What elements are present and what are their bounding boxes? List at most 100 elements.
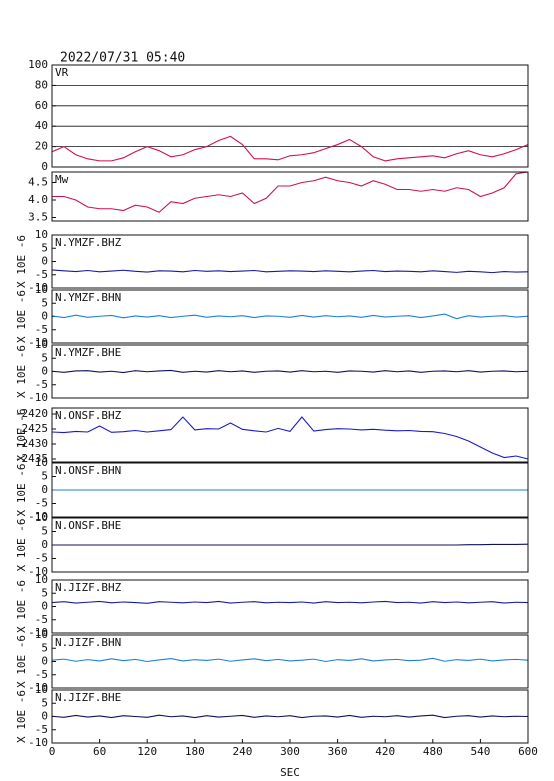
y-tick-label: -5 <box>35 613 48 626</box>
x-tick-label: 360 <box>328 745 348 758</box>
x-axis-label: SEC <box>280 766 300 779</box>
y-tick-label: 10 <box>35 573 48 586</box>
x-tick-label: 480 <box>423 745 443 758</box>
x-tick-label: 180 <box>185 745 205 758</box>
panel-label: N.YMZF.BHN <box>55 291 121 304</box>
y-tick-label: -2420 <box>15 407 48 420</box>
panel-label: N.JIZF.BHE <box>55 691 121 704</box>
y-tick-label: 3.5 <box>28 211 48 224</box>
y-tick-label: 10 <box>35 511 48 524</box>
y-tick-label: 0 <box>41 310 48 323</box>
y-tick-label: -2425 <box>15 422 48 435</box>
y-tick-label: 5 <box>41 641 48 654</box>
panel-label: N.YMZF.BHE <box>55 346 121 359</box>
y-axis-label: X 10E -6 <box>15 409 28 462</box>
y-tick-label: -10 <box>28 736 48 749</box>
panel-frame <box>51 634 529 689</box>
panel-frame <box>51 407 529 463</box>
y-tick-label: 4.0 <box>28 193 48 206</box>
y-tick-label: 80 <box>35 78 48 91</box>
y-tick-label: 5 <box>41 296 48 309</box>
y-axis-label: X 10E -6 <box>15 345 28 398</box>
y-tick-label: -10 <box>28 681 48 694</box>
panel-label: N.ONSF.BHN <box>55 464 121 477</box>
trace <box>51 416 529 460</box>
y-tick-label: -2435 <box>15 452 48 465</box>
y-tick-label: -5 <box>35 497 48 510</box>
y-tick-label: 5 <box>41 586 48 599</box>
panel-label: VR <box>55 66 69 79</box>
panel-label: N.ONSF.BHZ <box>55 409 122 422</box>
y-tick-label: 0 <box>41 160 48 173</box>
y-axis-label: X 10E -6 <box>15 690 28 743</box>
y-tick-label: 5 <box>41 241 48 254</box>
panel-label: N.JIZF.BHZ <box>55 581 122 594</box>
panel-frame <box>51 462 529 518</box>
x-tick-label: 300 <box>280 745 300 758</box>
panel-frame <box>51 64 529 168</box>
y-axis-label: X 10E -6 <box>15 635 28 688</box>
y-tick-label: -10 <box>28 510 48 523</box>
y-tick-label: 10 <box>35 338 48 351</box>
y-tick-label: -5 <box>35 268 48 281</box>
y-tick-label: -5 <box>35 323 48 336</box>
y-tick-label: 5 <box>41 525 48 538</box>
y-tick-label: 10 <box>35 683 48 696</box>
panel-label: Mw <box>55 173 69 186</box>
y-tick-label: -10 <box>28 336 48 349</box>
x-tick-label: 60 <box>93 745 106 758</box>
y-tick-label: -10 <box>28 281 48 294</box>
y-axis-label: X 10E -6 <box>15 235 28 288</box>
y-tick-label: 100 <box>28 58 48 71</box>
y-tick-label: -10 <box>28 391 48 404</box>
trace <box>51 135 529 162</box>
x-tick-label: 240 <box>232 745 252 758</box>
y-tick-label: 0 <box>41 255 48 268</box>
x-tick-label: 0 <box>49 745 56 758</box>
x-tick-label: 540 <box>470 745 490 758</box>
y-tick-label: 60 <box>35 99 48 112</box>
y-tick-label: -5 <box>35 668 48 681</box>
y-tick-label: -5 <box>35 552 48 565</box>
trace <box>52 171 529 213</box>
y-tick-label: 0 <box>41 655 48 668</box>
panel-frame <box>51 289 529 344</box>
y-tick-label: 5 <box>41 696 48 709</box>
y-tick-label: -2430 <box>15 437 48 450</box>
panel-label: N.JIZF.BHN <box>55 636 121 649</box>
trace <box>51 269 529 274</box>
y-tick-label: 10 <box>35 456 48 469</box>
x-tick-label: 120 <box>137 745 157 758</box>
y-tick-label: 4.5 <box>28 176 48 189</box>
y-tick-label: 0 <box>41 600 48 613</box>
y-tick-label: 0 <box>41 538 48 551</box>
y-tick-label: 10 <box>35 628 48 641</box>
y-axis-label: X 10E -6 <box>15 290 28 343</box>
x-tick-label: 600 <box>518 745 538 758</box>
panel-label: N.YMZF.BHZ <box>55 236 122 249</box>
trace <box>51 714 529 719</box>
y-tick-label: 40 <box>35 119 48 132</box>
y-tick-label: 20 <box>35 140 48 153</box>
chart-title: 2022/07/31 05:40 <box>60 51 185 66</box>
y-tick-label: 10 <box>35 228 48 241</box>
y-tick-label: 10 <box>35 283 48 296</box>
trace <box>51 600 529 604</box>
y-tick-label: -5 <box>35 723 48 736</box>
y-tick-label: 5 <box>41 470 48 483</box>
panel-frame <box>51 579 529 634</box>
y-tick-label: 5 <box>41 351 48 364</box>
y-axis-label: X 10E -6 <box>15 464 28 517</box>
y-tick-label: -10 <box>28 565 48 578</box>
panel-frame <box>51 344 529 399</box>
panel-frame <box>51 234 529 289</box>
y-tick-label: 0 <box>41 483 48 496</box>
y-axis-label: X 10E -6 <box>15 519 28 572</box>
y-axis-label: X 10E -6 <box>15 580 28 633</box>
y-tick-label: 0 <box>41 365 48 378</box>
y-tick-label: 0 <box>41 710 48 723</box>
y-tick-label: -5 <box>35 378 48 391</box>
x-tick-label: 420 <box>375 745 395 758</box>
trace <box>52 543 529 546</box>
panel-frame <box>51 171 529 222</box>
